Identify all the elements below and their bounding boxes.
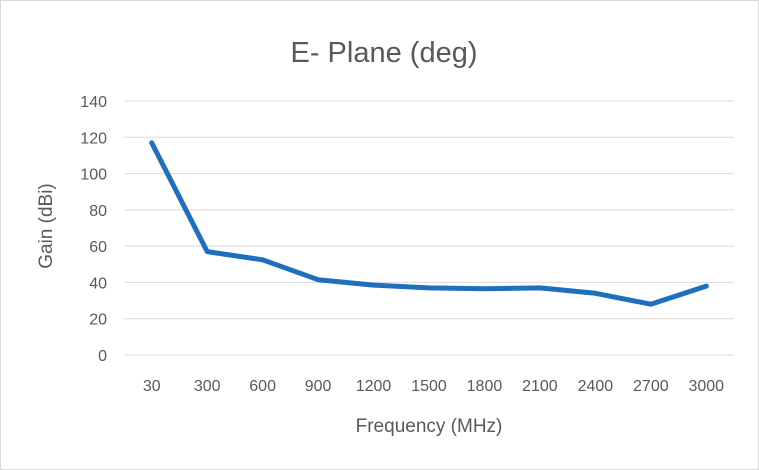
y-tick-label: 140 bbox=[80, 94, 107, 111]
chart-title: E- Plane (deg) bbox=[291, 37, 478, 69]
x-tick-label: 1200 bbox=[356, 378, 392, 395]
x-tick-label: 3000 bbox=[688, 378, 724, 395]
x-tick-label: 1800 bbox=[467, 378, 503, 395]
y-tick-label: 120 bbox=[80, 130, 107, 147]
x-axis-title: Frequency (MHz) bbox=[356, 416, 503, 437]
x-tick-label: 2400 bbox=[578, 378, 614, 395]
x-tick-label: 300 bbox=[194, 378, 221, 395]
x-tick-label: 1500 bbox=[411, 378, 447, 395]
series-line-0 bbox=[149, 140, 709, 307]
x-axis-ticks: 30 300 600 900 1200 1500 1800 2100 2400 2700 3000 bbox=[143, 378, 724, 395]
y-tick-label: 80 bbox=[89, 203, 107, 220]
x-tick-label: 900 bbox=[305, 378, 332, 395]
y-axis-title: Gain (dBi) bbox=[36, 183, 57, 269]
gridlines bbox=[124, 100, 734, 356]
x-tick-label: 30 bbox=[143, 378, 161, 395]
y-tick-label: 60 bbox=[89, 239, 107, 256]
y-tick-label: 0 bbox=[98, 348, 107, 365]
x-tick-label: 600 bbox=[249, 378, 276, 395]
series-layer bbox=[149, 140, 709, 307]
y-tick-label: 20 bbox=[89, 312, 107, 329]
y-tick-label: 100 bbox=[80, 167, 107, 184]
x-tick-label: 2700 bbox=[633, 378, 669, 395]
y-axis-ticks: 0 20 40 60 80 100 120 140 bbox=[80, 94, 107, 365]
x-tick-label: 2100 bbox=[522, 378, 558, 395]
y-tick-label: 40 bbox=[89, 275, 107, 292]
